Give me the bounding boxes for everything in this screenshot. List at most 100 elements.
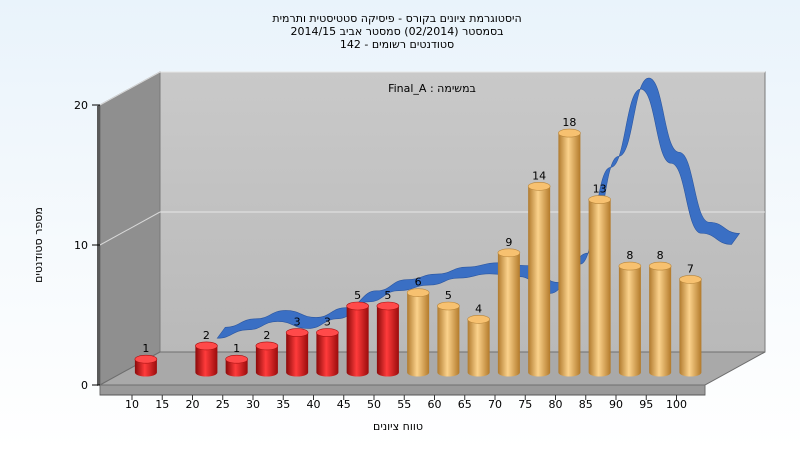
bar-body	[497, 252, 520, 377]
value-label-10: 1	[142, 342, 149, 355]
bar-top	[679, 275, 702, 284]
bar-top	[195, 341, 218, 351]
value-label-40: 3	[324, 316, 331, 329]
x-tick-label: 100	[666, 398, 687, 411]
bar-70	[497, 248, 521, 377]
bar-top	[346, 301, 369, 311]
x-tick-label: 90	[609, 398, 623, 411]
bar-body	[618, 266, 641, 377]
x-tick-label: 35	[276, 398, 290, 411]
bar-top	[467, 314, 490, 324]
bar-top	[618, 261, 642, 271]
x-tick-label: 40	[307, 398, 321, 411]
chart-title-line-2: בסמסטר (02/2014) סמסטר אביב 2014/15	[290, 25, 503, 38]
value-label-100: 7	[687, 262, 694, 275]
gridline-side	[99, 211, 161, 246]
bar-50	[376, 301, 400, 377]
value-label-50: 5	[384, 289, 391, 302]
bar-25	[225, 354, 248, 377]
bars-layer	[134, 128, 702, 377]
bar-65	[467, 314, 490, 377]
value-label-30: 2	[263, 329, 270, 342]
y-tick-label: 20	[74, 99, 88, 112]
bar-top	[285, 328, 309, 337]
chart-title-line-1: היסטוגרמת ציונים בקורס - פיסיקה סטטיסטית…	[272, 12, 521, 25]
x-tick-label: 30	[246, 398, 260, 411]
x-tick-label: 70	[488, 398, 502, 411]
x-tick-label: 65	[458, 398, 472, 411]
bar-40	[316, 328, 339, 377]
bar-top	[588, 195, 611, 204]
gridline-side	[99, 71, 161, 106]
bar-body	[437, 306, 460, 377]
value-label-70: 9	[505, 236, 512, 249]
gridlines	[99, 71, 765, 246]
value-label-55: 6	[415, 276, 422, 289]
bar-top	[255, 341, 279, 351]
bar-body	[286, 332, 309, 377]
value-label-65: 4	[475, 302, 482, 315]
value-label-80: 18	[562, 116, 576, 129]
x-tick-label: 80	[549, 398, 563, 411]
x-tick-label: 85	[579, 398, 593, 411]
x-tick-label: 45	[337, 398, 351, 411]
bar-body	[467, 319, 490, 377]
y-tick-label: 0	[81, 379, 88, 392]
bar-body	[528, 186, 551, 377]
bar-75	[527, 182, 551, 377]
bar-30	[255, 341, 279, 377]
bar-body	[316, 332, 339, 377]
bar-20	[195, 341, 218, 377]
x-tick-label: 10	[125, 398, 139, 411]
bar-top	[497, 248, 521, 258]
chart-title-line-3: 142 - סטודנטים רשומים	[340, 38, 454, 51]
x-tick-label: 95	[639, 398, 653, 411]
bar-55	[406, 288, 430, 377]
y-tick-label: 10	[74, 239, 88, 252]
curve-layer	[216, 77, 741, 339]
value-label-25: 1	[233, 342, 240, 355]
value-label-95: 8	[657, 249, 664, 262]
floor-front-edge	[99, 384, 706, 396]
value-label-45: 5	[354, 289, 361, 302]
chart-annotation: Final_A : במשימה	[388, 82, 476, 95]
value-label-90: 8	[626, 249, 633, 262]
bar-body	[649, 266, 672, 377]
bar-body	[255, 345, 278, 377]
bar-95	[648, 261, 672, 377]
y-axis-label: מספר סטודנטים	[32, 207, 45, 283]
bar-body	[376, 306, 399, 377]
bar-body	[407, 292, 430, 377]
bar-top	[316, 328, 339, 337]
value-label-35: 3	[294, 316, 301, 329]
bar-body	[195, 345, 218, 377]
bar-body	[346, 306, 369, 377]
x-tick-label: 60	[428, 398, 442, 411]
x-tick-label: 55	[397, 398, 411, 411]
bar-100	[679, 275, 702, 377]
bar-85	[588, 195, 611, 377]
bar-body	[679, 279, 702, 377]
x-tick-label: 50	[367, 398, 381, 411]
x-tick-label: 20	[186, 398, 200, 411]
bar-top	[648, 261, 672, 271]
bar-60	[437, 301, 460, 377]
bar-body	[588, 199, 611, 377]
bar-top	[527, 182, 551, 191]
trend-curve	[216, 77, 741, 339]
bar-80	[558, 128, 581, 377]
bar-top	[376, 301, 400, 311]
bar-top	[406, 288, 430, 298]
value-labels: 1 2 1 2 3 3 5 5 6 5 4 9 14 18 13 8 8 7	[142, 116, 694, 355]
x-axis-label: טווח ציונים	[373, 420, 423, 433]
bar-10	[134, 354, 158, 377]
bar-top	[134, 354, 158, 364]
bar-35	[285, 328, 309, 377]
x-axis-ticks: 10 15 20 25 30 35 40 45 50 55 60 65 70 75 80 85 90 95 100	[100, 394, 705, 411]
value-label-20: 2	[203, 329, 210, 342]
y-axis-ticks: 0 10 20	[74, 99, 100, 392]
bar-top	[437, 301, 460, 311]
bar-body	[225, 359, 248, 377]
bar-top	[225, 354, 248, 364]
